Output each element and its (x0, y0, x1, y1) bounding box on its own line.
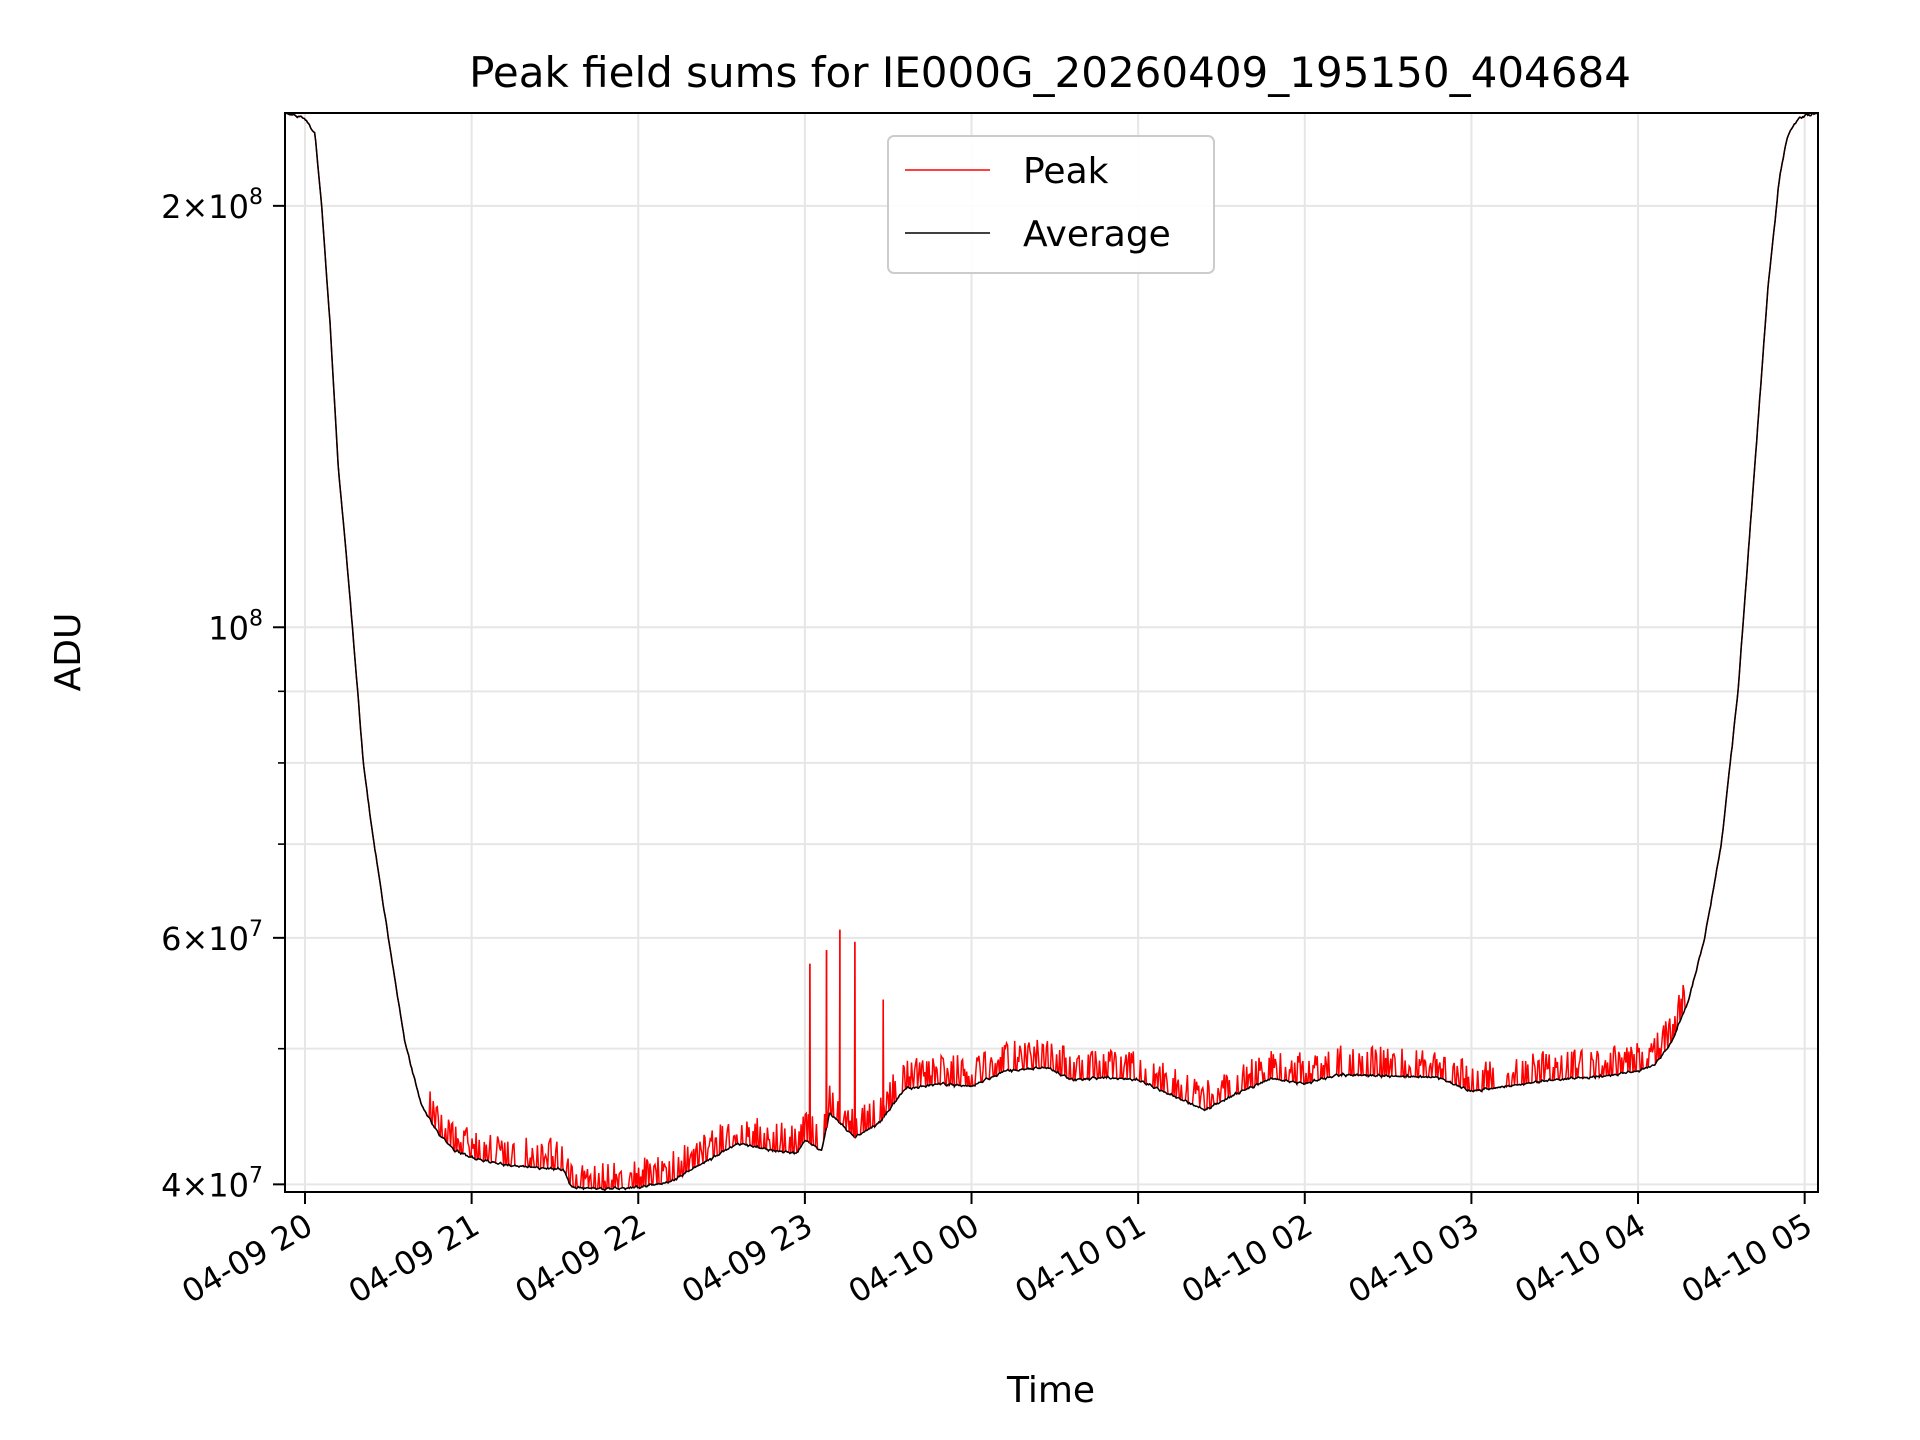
y-tick-label: 6×107 (161, 917, 263, 958)
legend-average-label: Average (1023, 214, 1171, 255)
chart-title: Peak field sums for IE000G_20260409_1951… (469, 48, 1631, 97)
average-series-line (285, 113, 1818, 1192)
y-tick-label: 108 (208, 606, 263, 647)
peak-series-line (285, 113, 1818, 1191)
plot-layer (285, 113, 1818, 1192)
y-axis-label: ADU (48, 613, 89, 692)
legend: Peak Average (887, 135, 1215, 274)
legend-peak-label: Peak (1023, 151, 1109, 192)
y-tick-label: 4×107 (161, 1163, 263, 1204)
x-axis-label: Time (1006, 1370, 1095, 1411)
plot-frame (284, 112, 1819, 1193)
y-tick-label: 2×108 (161, 185, 263, 226)
